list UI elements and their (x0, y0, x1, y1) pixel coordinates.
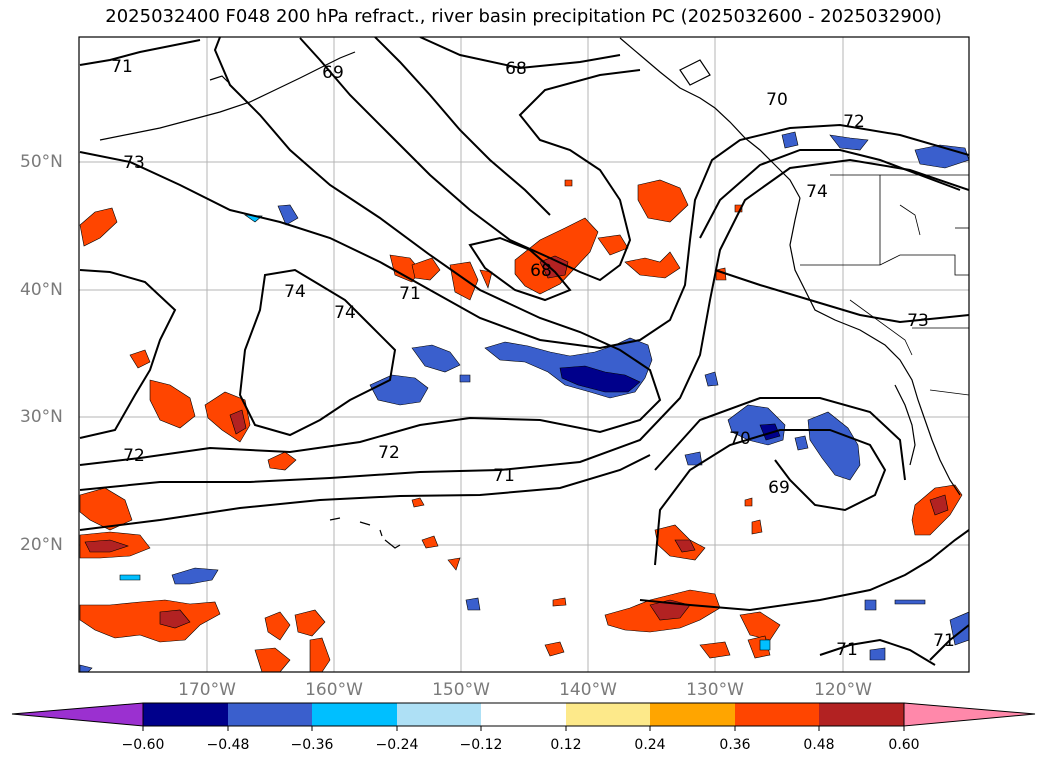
colorbar-tick-label: −0.36 (290, 737, 334, 753)
contour-label: 72 (378, 443, 400, 463)
colorbar-tick-label: 0.48 (803, 737, 835, 753)
contour-label: 74 (284, 282, 306, 302)
contour-label: 71 (836, 640, 858, 660)
colorbar-bin (397, 703, 481, 726)
colorbar-bin (819, 703, 904, 726)
colorbar-bin (143, 703, 228, 726)
coastlines (99, 37, 961, 549)
contour-labels: 71 69 68 70 72 73 74 74 71 68 74 73 72 7… (111, 57, 955, 660)
colorbar (11, 702, 1036, 731)
lon-label: 140°W (559, 680, 617, 700)
lat-label: 40°N (20, 280, 63, 300)
colorbar-tick-label: −0.24 (375, 737, 419, 753)
plot-frame (78, 36, 970, 673)
contour-label: 70 (766, 90, 788, 110)
map-title: 2025032400 F048 200 hPa refract., river … (105, 6, 942, 27)
contour-label: 73 (907, 311, 929, 331)
contour-label: 72 (843, 112, 865, 132)
lat-label: 30°N (20, 407, 63, 427)
colorbar-bin (312, 703, 397, 726)
lon-label: 130°W (686, 680, 744, 700)
colorbar-tick-label: −0.60 (121, 737, 165, 753)
lon-label: 120°W (814, 680, 872, 700)
colorbar-frame (142, 702, 905, 727)
colorbar-tick-label: −0.48 (206, 737, 250, 753)
contour-label: 71 (111, 57, 133, 77)
contour-label: 72 (123, 446, 145, 466)
contour-label: 74 (806, 182, 828, 202)
colorbar-tick-label: 0.12 (550, 737, 582, 753)
contour-label: 71 (493, 466, 515, 486)
borders (800, 174, 969, 396)
precip-negative-areas (79, 131, 969, 672)
colorbar-tick-label: −0.12 (459, 737, 503, 753)
contour-label: 73 (123, 153, 145, 173)
lon-label: 150°W (432, 680, 490, 700)
colorbar-bin (566, 703, 650, 726)
contour-label: 68 (530, 261, 552, 281)
lat-label: 20°N (20, 535, 63, 555)
colorbar-bin (228, 703, 312, 726)
colorbar-bin (735, 703, 819, 726)
colorbar-ticks (142, 726, 905, 731)
lon-label: 160°W (305, 680, 363, 700)
colorbar-bin (650, 703, 735, 726)
contour-label: 68 (505, 59, 527, 79)
contour-label: 69 (768, 478, 790, 498)
contour-label: 71 (933, 631, 955, 651)
precip-positive-areas (79, 179, 963, 672)
colorbar-tick-label: 0.60 (888, 737, 920, 753)
colorbar-bin (481, 703, 566, 726)
contour-label: 74 (334, 303, 356, 323)
contour-label: 69 (322, 63, 344, 83)
contour-label: 71 (399, 284, 421, 304)
colorbar-extend-left (11, 702, 144, 727)
contour-label: 70 (729, 429, 751, 449)
colorbar-tick-label: 0.36 (719, 737, 751, 753)
lon-label: 170°W (178, 680, 236, 700)
colorbar-extend-right (903, 702, 1036, 727)
refractivity-contours (79, 37, 969, 666)
colorbar-tick-label: 0.24 (634, 737, 666, 753)
lat-label: 50°N (20, 152, 63, 172)
